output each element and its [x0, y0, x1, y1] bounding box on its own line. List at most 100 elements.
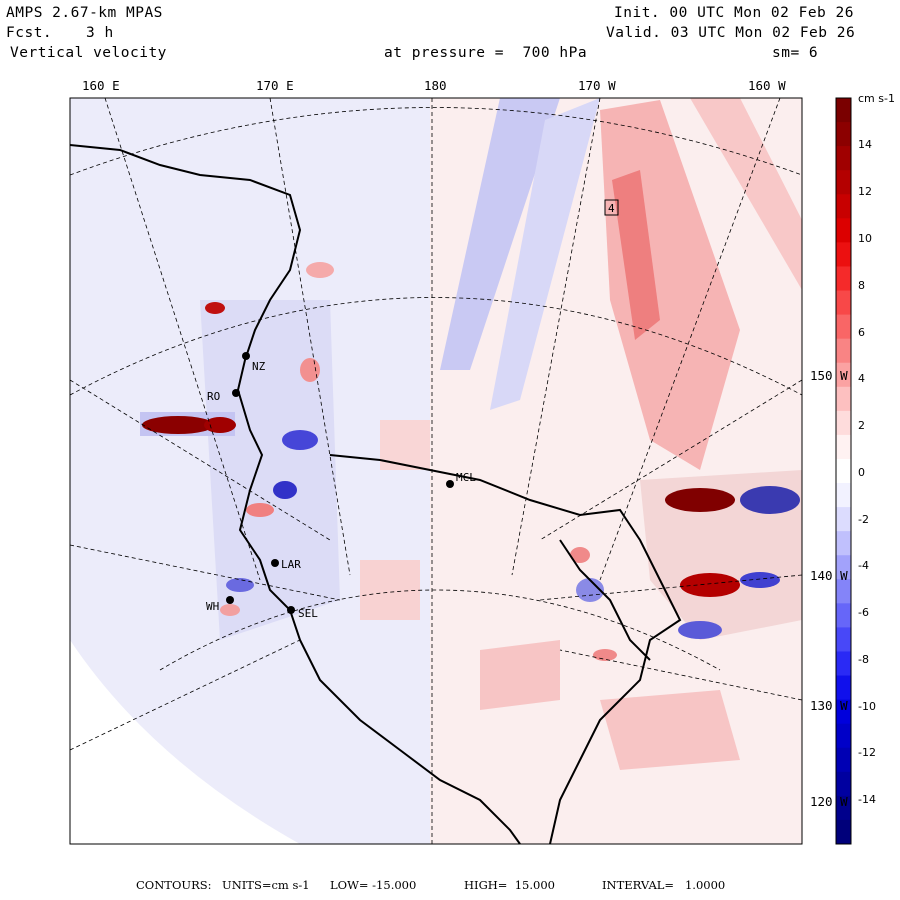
meridian-130e: [70, 639, 301, 751]
colorbar-swatch: [836, 819, 851, 845]
colorbar-swatch: [836, 795, 851, 821]
cb-label-neg12: -12: [858, 746, 876, 759]
colorbar-swatch: [836, 194, 851, 219]
station-label-mcl: MCL: [456, 471, 476, 484]
cb-label-2: 2: [858, 419, 865, 432]
colorbar-swatch: [836, 483, 851, 508]
model-title: AMPS 2.67-km MPAS: [6, 5, 163, 21]
blue-band: [440, 98, 560, 370]
station-nz: [242, 352, 250, 360]
pink-streak-4: [380, 420, 430, 470]
station-lar: [271, 559, 279, 567]
station-ro: [232, 389, 240, 397]
lon-label-160w: 160 W: [748, 78, 786, 93]
cb-label-neg6: -6: [858, 606, 869, 619]
mountain-zone: [200, 300, 340, 640]
pink-streak-1: [480, 640, 560, 710]
station-markers: [226, 352, 454, 614]
blue-cell-1: [282, 430, 318, 450]
colorbar-swatch: [836, 507, 851, 532]
colorbar-swatch: [836, 723, 851, 749]
colorbar-swatch: [836, 122, 851, 147]
station-label-sel: SEL: [298, 607, 318, 620]
blue-cell-3: [226, 578, 254, 592]
colorbar-swatch: [836, 603, 851, 628]
parallel-1: [70, 107, 802, 176]
red-cell-2: [204, 417, 236, 433]
map-field: NZ RO MCL WH SEL LAR 4: [70, 98, 802, 844]
colorbar-swatch: [836, 675, 851, 701]
meridian-150e: [70, 379, 331, 541]
red-cell-6: [306, 262, 334, 278]
lon-label-180: 180: [424, 78, 447, 93]
meridian-150w: [539, 379, 802, 541]
colorbar-swatch: [836, 98, 851, 123]
lon-label-170w: 170 W: [578, 78, 616, 93]
storm-blue-1: [740, 486, 800, 514]
pink-streak-3: [360, 560, 420, 620]
storm-red-2: [680, 573, 740, 597]
smoothing: sm= 6: [772, 45, 819, 61]
colorbar-swatch: [836, 170, 851, 195]
colorbar-units: cm s-1: [858, 92, 895, 105]
station-sel: [287, 606, 295, 614]
colorbar-swatch: [836, 266, 851, 292]
graticule: [70, 98, 802, 844]
station-label-nz: NZ: [252, 360, 266, 373]
storm-red-1: [665, 488, 735, 512]
lat-label-150w: 150 W: [810, 368, 848, 383]
colorbar-swatch: [836, 434, 851, 460]
map-frame: [69, 97, 803, 845]
footer-units: UNITS=cm s-1: [222, 878, 310, 892]
valid-time: Valid. 03 UTC Mon 02 Feb 26: [606, 25, 856, 41]
pressure-level: at pressure = 700 hPa: [384, 45, 588, 61]
forecast-label: Fcst.: [6, 25, 53, 41]
colorbar-swatch: [836, 579, 851, 604]
station-mcl: [446, 480, 454, 488]
colorbar-swatch: [836, 314, 851, 340]
meridian-170w: [511, 98, 601, 576]
cb-label-14: 14: [858, 138, 872, 151]
colorbar: [836, 98, 851, 845]
colorbar-swatch: [836, 218, 851, 243]
colorbar-swatch: [836, 747, 851, 773]
colorbar-swatch: [836, 458, 851, 484]
coastline: [70, 144, 682, 844]
lat-label-120w: 120 W: [810, 794, 848, 809]
lat-label-130w: 130 W: [810, 698, 848, 713]
colorbar-swatch: [836, 771, 851, 797]
red-cell-3: [246, 503, 274, 517]
parallel-2: [70, 297, 802, 396]
meridian-140w: [539, 574, 802, 601]
meridian-130w: [559, 649, 802, 701]
cb-label-neg4: -4: [858, 559, 869, 572]
storm-blue-3: [678, 621, 722, 639]
colorbar-swatch: [836, 531, 851, 556]
colorbar-swatch: [836, 699, 851, 725]
pink-core: [612, 170, 660, 340]
colorbar-swatch: [836, 651, 851, 677]
storm-blue-2: [740, 572, 780, 588]
station-label-wh: WH: [206, 600, 219, 613]
max-marker-box: [604, 199, 619, 216]
cb-label-neg2: -2: [858, 513, 869, 526]
forecast-value: 3 h: [86, 25, 114, 41]
domain-outside: [70, 640, 300, 844]
lat-label-140w: 140 W: [810, 568, 848, 583]
meridian-160w: [599, 98, 781, 581]
colorbar-swatch: [836, 290, 851, 316]
red-cell-9: [593, 649, 617, 661]
cb-label-neg8: -8: [858, 653, 869, 666]
parallel-3: [159, 589, 721, 671]
meridian-160e: [104, 98, 261, 581]
cb-label-12: 12: [858, 185, 872, 198]
colorbar-swatch: [836, 555, 851, 580]
coast-island: [559, 539, 651, 661]
coast-ross-shelf: [329, 454, 682, 844]
field-name: Vertical velocity: [10, 45, 167, 61]
colorbar-swatch: [836, 146, 851, 171]
footer-high: HIGH= 15.000: [464, 878, 555, 892]
max-marker-label: 4: [608, 202, 615, 215]
cb-label-10: 10: [858, 232, 872, 245]
